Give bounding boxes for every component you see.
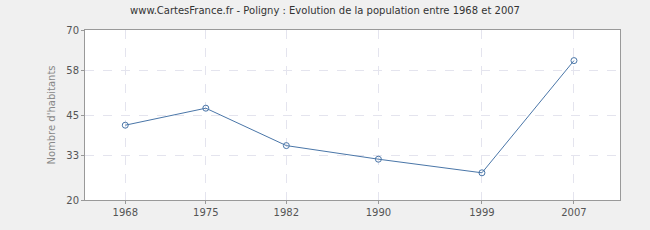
svg-text:1999: 1999 bbox=[469, 207, 494, 218]
svg-text:70: 70 bbox=[66, 25, 79, 36]
svg-text:2007: 2007 bbox=[561, 207, 586, 218]
svg-text:www.CartesFrance.fr - Poligny: www.CartesFrance.fr - Poligny : Evolutio… bbox=[130, 5, 520, 16]
svg-text:45: 45 bbox=[66, 110, 79, 121]
svg-text:33: 33 bbox=[66, 150, 79, 161]
svg-text:1982: 1982 bbox=[274, 207, 299, 218]
svg-text:20: 20 bbox=[66, 195, 79, 206]
svg-text:1968: 1968 bbox=[113, 207, 138, 218]
svg-text:1990: 1990 bbox=[366, 207, 391, 218]
svg-text:58: 58 bbox=[66, 65, 79, 76]
svg-text:1975: 1975 bbox=[193, 207, 218, 218]
svg-text:Nombre d'habitants: Nombre d'habitants bbox=[46, 65, 57, 164]
